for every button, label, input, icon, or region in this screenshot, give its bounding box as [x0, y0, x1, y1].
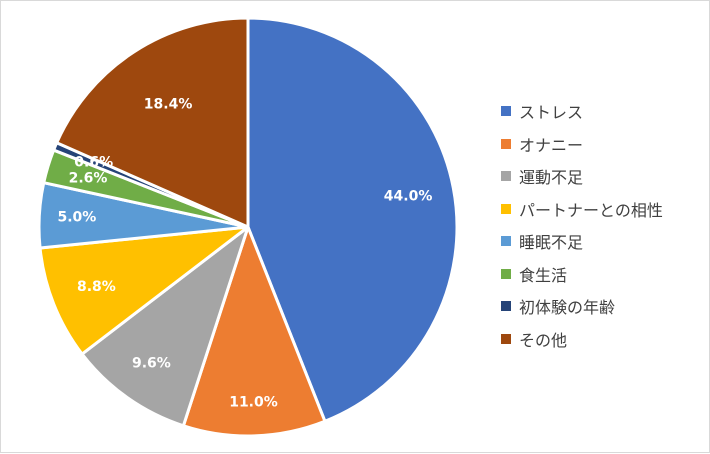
- legend-label-other: その他: [519, 330, 568, 350]
- legend-label-partner-compatibility: パートナーとの相性: [519, 200, 663, 220]
- data-label-masturbation: 11.0%: [229, 395, 278, 411]
- legend-item-other: その他: [501, 329, 663, 350]
- legend-label-masturbation: オナニー: [519, 135, 584, 155]
- legend-item-diet: 食生活: [501, 264, 663, 285]
- data-label-partner-compatibility: 8.8%: [77, 279, 116, 295]
- pie-slice-masturbation: [181, 225, 327, 438]
- legend-swatch-masturbation: [501, 138, 511, 149]
- legend-swatch-first-experience-age: [501, 301, 511, 311]
- legend-label-first-experience-age: 初体験の年齢: [519, 298, 616, 317]
- legend-label-diet: 食生活: [519, 265, 568, 285]
- legend: ストレスオナニー運動不足パートナーとの相性 睡眠不足食生活初体験の年齢 その他: [501, 101, 663, 361]
- legend-item-masturbation: オナニー: [501, 134, 663, 155]
- legend-label-lack-of-exercise: 運動不足: [519, 168, 584, 187]
- legend-label-stress: ストレス: [519, 103, 584, 122]
- legend-item-lack-of-sleep: 睡眠不足: [501, 231, 663, 252]
- pie-slice-stress: [246, 16, 459, 423]
- legend-item-first-experience-age: 初体験の年齢: [501, 296, 663, 317]
- data-label-other: 18.4%: [144, 97, 193, 113]
- data-label-first-experience-age: 0.6%: [74, 155, 113, 171]
- legend-swatch-lack-of-sleep: [501, 236, 511, 246]
- legend-item-lack-of-exercise: 運動不足: [501, 166, 663, 187]
- pie-slice-partner-compatibility: [38, 225, 250, 356]
- data-label-diet: 2.6%: [69, 170, 108, 186]
- legend-label-lack-of-sleep: 睡眠不足: [519, 233, 584, 252]
- legend-item-stress: ストレス: [501, 101, 663, 122]
- pie-slice-other: [55, 16, 250, 229]
- data-label-lack-of-sleep: 5.0%: [57, 209, 96, 225]
- legend-swatch-stress: [501, 106, 511, 116]
- pie-slice-lack-of-exercise: [80, 225, 250, 428]
- legend-swatch-other: [501, 333, 511, 344]
- legend-item-partner-compatibility: パートナーとの相性: [501, 199, 663, 220]
- data-label-stress: 44.0%: [384, 189, 433, 205]
- data-label-lack-of-exercise: 9.6%: [132, 356, 171, 372]
- legend-swatch-partner-compatibility: [501, 203, 511, 214]
- legend-swatch-diet: [501, 268, 511, 279]
- legend-swatch-lack-of-exercise: [501, 171, 511, 181]
